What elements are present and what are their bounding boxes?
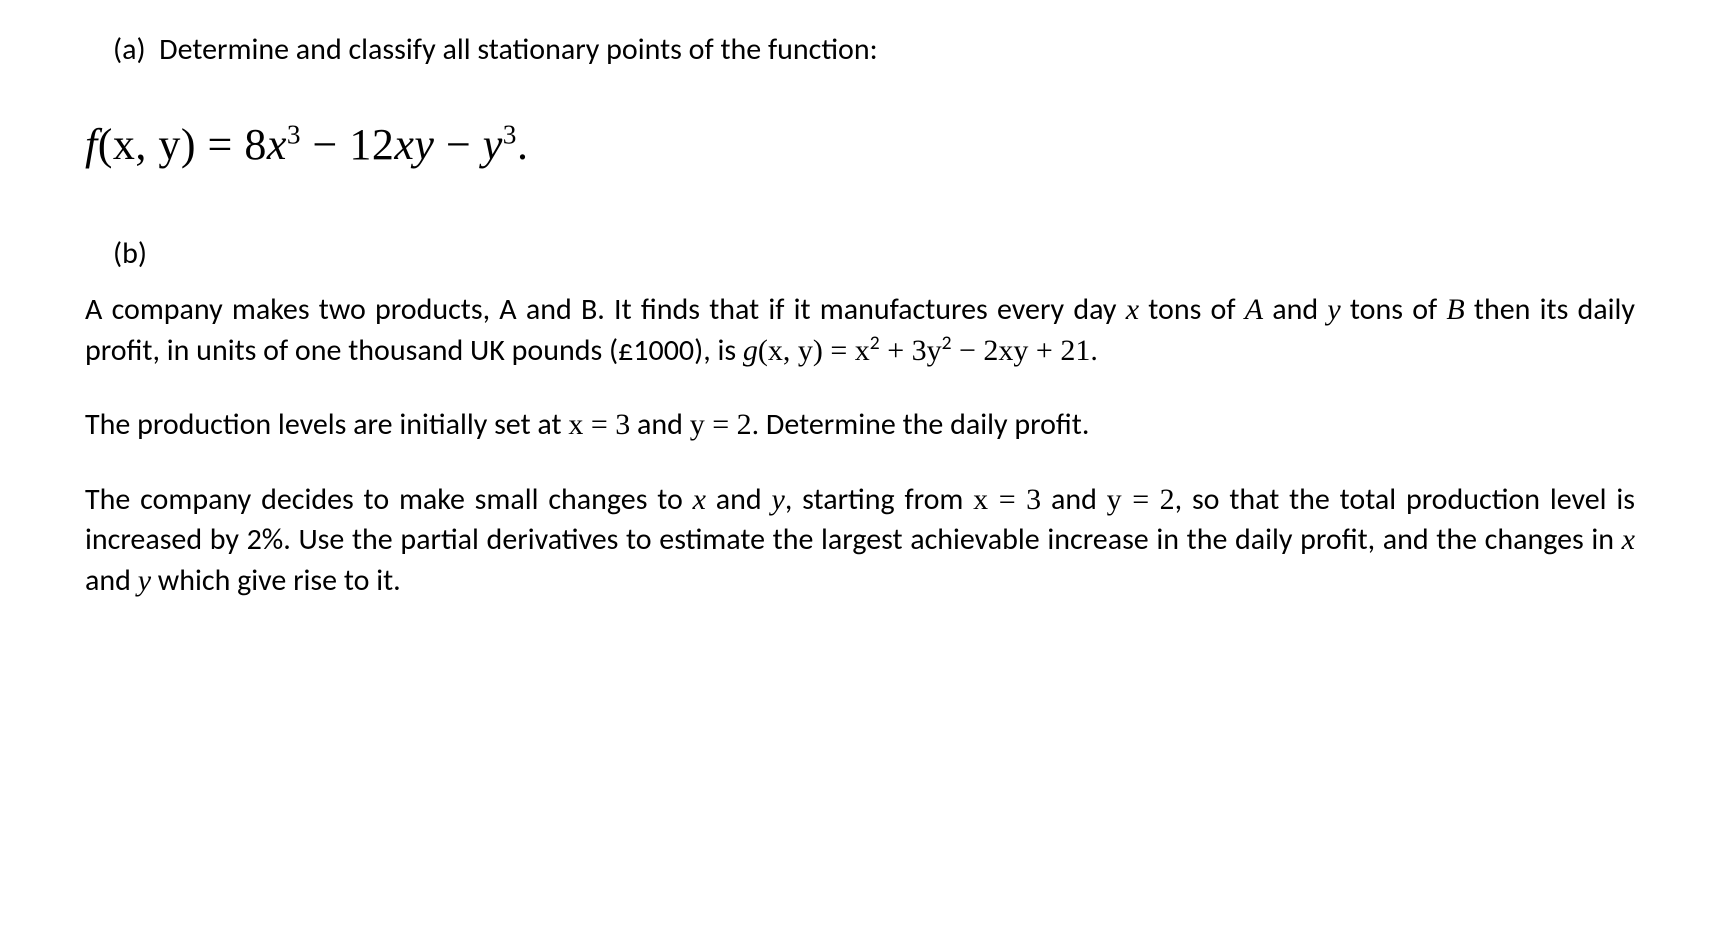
p1-s1: A company makes two products, A and B. I… xyxy=(85,291,1126,328)
p3-s6: and xyxy=(85,562,138,599)
eq-t2-coef: 12 xyxy=(349,120,394,169)
part-b-para-3: The company decides to make small change… xyxy=(85,480,1635,602)
p1-exp2b: 2 xyxy=(942,331,952,355)
eq-lhs-args: (x, y) xyxy=(98,120,196,169)
eq-equals: = xyxy=(196,120,244,169)
eq-t1-exp: 3 xyxy=(287,119,301,149)
part-a-prompt: Determine and classify all stationary po… xyxy=(159,31,878,68)
eq-t2-varA: x xyxy=(394,120,414,169)
p1-B: B xyxy=(1446,293,1464,326)
eq-t1-coef: 8 xyxy=(244,120,267,169)
part-b-para-1: A company makes two products, A and B. I… xyxy=(85,290,1635,371)
p3-s2: and xyxy=(706,481,772,518)
eq-t3-exp: 3 xyxy=(503,119,517,149)
eq-t1-var: x xyxy=(267,120,287,169)
eq-t3-var: y xyxy=(483,120,503,169)
p1-y: y xyxy=(1327,293,1340,326)
p1-plus3y2: + 3y xyxy=(880,334,942,367)
part-a-label: (a) xyxy=(113,31,146,68)
eq-period: . xyxy=(517,120,529,169)
p3-x: x xyxy=(693,483,706,516)
p3-yeq: y = 2 xyxy=(1107,483,1175,516)
p1-s4: tons of xyxy=(1341,291,1447,328)
eq-minus1: − xyxy=(301,120,349,169)
p1-x: x xyxy=(1126,293,1139,326)
p3-x2: x xyxy=(1622,523,1635,556)
p1-A: A xyxy=(1245,293,1263,326)
p3-s4: and xyxy=(1041,481,1107,518)
p2-s1: The production levels are initially set … xyxy=(85,406,568,443)
p2-s2: and xyxy=(630,406,689,443)
p3-s3: , starting from xyxy=(785,481,973,518)
eq-t2-varB: y xyxy=(414,120,434,169)
p2-s3: Determine the daily profit. xyxy=(759,406,1089,443)
document-page: (a) Determine and classify all stationar… xyxy=(0,0,1720,665)
p1-gfun: g xyxy=(743,334,758,367)
p1-exp2a: 2 xyxy=(870,331,880,355)
p3-s1: The company decides to make small change… xyxy=(85,481,693,518)
part-b-label: (b) xyxy=(113,235,147,272)
part-b-heading: (b) xyxy=(85,234,1635,275)
part-b-para-2: The production levels are initially set … xyxy=(85,405,1635,446)
p3-y2: y xyxy=(138,564,151,597)
part-a-heading: (a) Determine and classify all stationar… xyxy=(85,30,1635,71)
p3-xeq: x = 3 xyxy=(973,483,1041,516)
p2-xeq: x = 3 xyxy=(568,408,630,441)
p1-s3: and xyxy=(1263,291,1327,328)
p3-s7: which give rise to it. xyxy=(151,562,401,599)
eq-lhs-func: f xyxy=(85,120,98,169)
eq-minus2: − xyxy=(434,120,482,169)
p1-minus2xy: − 2xy + 21. xyxy=(952,334,1098,367)
p3-y: y xyxy=(772,483,785,516)
p1-s2: tons of xyxy=(1139,291,1245,328)
part-a-equation: f(x, y) = 8x3 − 12xy − y3. xyxy=(85,115,1635,174)
p2-yeq: y = 2. xyxy=(690,408,759,441)
p1-gargs: (x, y) = x xyxy=(758,334,870,367)
